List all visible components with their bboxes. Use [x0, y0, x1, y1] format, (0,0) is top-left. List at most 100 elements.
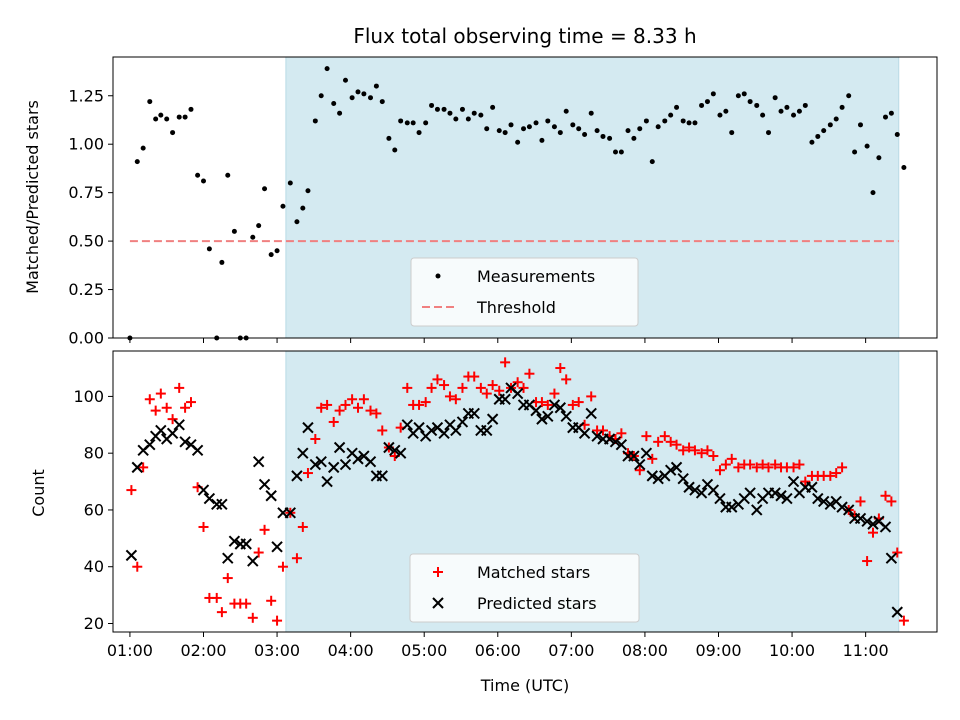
matched-stars-point [671, 439, 682, 450]
predicted-stars-point [166, 427, 179, 440]
measurements-point [821, 128, 827, 134]
predicted-stars-point [203, 492, 216, 505]
predicted-stars-point [271, 541, 283, 553]
predicted-stars-point [751, 504, 763, 516]
matched-stars-point [831, 468, 842, 479]
measurements-point [557, 130, 563, 136]
measurements-point [256, 223, 262, 229]
measurements-point [668, 112, 674, 118]
measurements-point [294, 219, 300, 225]
predicted-stars-point [689, 484, 701, 496]
predicted-stars-point [843, 504, 855, 516]
matched-stars-point [567, 399, 578, 410]
predicted-stars-point [615, 438, 628, 451]
measurements-point [490, 104, 496, 110]
measurements-point [655, 124, 661, 130]
legend-threshold-label: Threshold [476, 298, 556, 317]
predicted-stars-point [707, 484, 720, 496]
measurements-point [386, 135, 392, 141]
measurements-point [176, 114, 182, 120]
matched-stars-point [800, 476, 811, 487]
matched-stars-point [898, 615, 909, 626]
predicted-stars-point [211, 498, 223, 510]
measurements-point [373, 83, 379, 89]
xtick-label: 05:00 [401, 641, 447, 660]
measurements-point [607, 135, 613, 141]
predicted-stars-point [438, 427, 450, 440]
measurements-point [754, 102, 760, 108]
measurements-point [883, 114, 888, 120]
predicted-stars-point [216, 498, 228, 510]
matched-stars-point [751, 462, 762, 473]
measurements-point [188, 106, 194, 112]
matched-stars-point [757, 459, 768, 470]
predicted-stars-point [155, 424, 167, 437]
bot-ytick-label: 20 [84, 614, 104, 633]
measurements-point [637, 126, 643, 132]
matched-stars-point [886, 496, 897, 507]
top-ytick-label: 0.25 [68, 280, 104, 299]
matched-stars-point [266, 595, 277, 606]
measurements-point [766, 130, 772, 136]
measurements-point [496, 128, 502, 134]
top-panel: Flux total observing time = 8.33 h 0.00 0… [23, 24, 938, 348]
matched-stars-point [597, 425, 608, 436]
matched-stars-point [481, 388, 492, 399]
measurements-point [140, 145, 146, 151]
measurements-point [839, 104, 845, 110]
matched-stars-point [371, 408, 382, 419]
measurements-point [796, 108, 802, 114]
matched-stars-point [641, 431, 652, 442]
matched-stars-point [222, 573, 233, 584]
legend-measurements-marker [435, 273, 441, 279]
xtick-label: 03:00 [254, 641, 300, 660]
measurements-point [195, 172, 201, 178]
measurements-point [809, 139, 815, 145]
measurements-point [833, 116, 839, 122]
measurements-point [274, 248, 280, 254]
top-ytick-label: 1.25 [68, 86, 104, 105]
measurements-point [802, 102, 808, 108]
matched-stars-point [487, 380, 498, 391]
matched-stars-point [132, 561, 143, 572]
predicted-stars-point [670, 461, 683, 474]
matched-stars-point [310, 433, 321, 444]
measurements-point [268, 252, 274, 258]
measurements-point [368, 95, 373, 101]
matched-stars-point [867, 527, 878, 538]
measurements-point [894, 132, 900, 138]
matched-stars-point [586, 391, 597, 402]
matched-stars-point [855, 496, 866, 507]
matched-stars-point [439, 380, 450, 391]
measurements-point [662, 118, 668, 124]
predicted-stars-point [787, 475, 800, 488]
measurements-point [250, 234, 256, 240]
measurements-point [231, 228, 237, 234]
matched-stars-point [708, 451, 719, 462]
predicted-stars-point [352, 453, 364, 465]
matched-stars-point [678, 445, 689, 456]
matched-stars-point [763, 462, 774, 473]
matched-stars-point [634, 465, 645, 476]
matched-stars-point [180, 402, 191, 413]
predicted-stars-point [548, 399, 561, 411]
measurements-point [588, 110, 594, 116]
predicted-stars-point [578, 427, 591, 440]
matched-stars-point [316, 402, 327, 413]
measurements-point [434, 106, 440, 112]
measurements-point [631, 135, 637, 141]
matched-stars-point [512, 377, 523, 388]
measurements-point [134, 159, 140, 165]
measurements-point [515, 139, 521, 145]
predicted-stars-point [265, 490, 277, 502]
matched-stars-point [444, 391, 455, 402]
measurements-point [876, 155, 882, 161]
predicted-stars-point [536, 413, 548, 425]
matched-stars-point [291, 553, 302, 564]
top-legend-box [410, 257, 639, 327]
predicted-stars-point [499, 393, 511, 405]
measurements-point [200, 178, 206, 184]
predicted-stars-point [309, 458, 322, 471]
matched-stars-point [573, 397, 584, 408]
matched-stars-point [144, 394, 155, 405]
